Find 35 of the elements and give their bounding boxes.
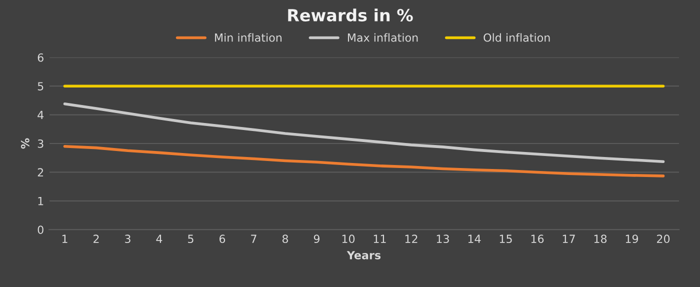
x-tick-label: 20 bbox=[656, 234, 670, 244]
x-tick-label: 3 bbox=[125, 234, 130, 244]
legend-label: Max inflation bbox=[348, 33, 418, 42]
x-tick-label: 11 bbox=[374, 234, 386, 243]
x-tick-label: 17 bbox=[562, 234, 575, 243]
legend-label: Old inflation bbox=[484, 33, 550, 42]
line-series bbox=[63, 144, 665, 178]
x-tick-label: 15 bbox=[500, 234, 512, 244]
y-tick-label: 0 bbox=[38, 226, 44, 234]
x-tick-label: 1 bbox=[62, 234, 68, 243]
y-tick-label: 6 bbox=[38, 53, 44, 62]
x-tick-label: 19 bbox=[626, 234, 638, 244]
x-tick-label: 6 bbox=[219, 234, 226, 244]
x-tick-label: 2 bbox=[94, 234, 99, 243]
y-tick-label: 4 bbox=[38, 110, 44, 120]
y-tick-label: 3 bbox=[38, 139, 44, 148]
x-tick-label: 5 bbox=[188, 234, 194, 244]
x-tick-label: 9 bbox=[314, 234, 320, 244]
x-tick-label: 16 bbox=[531, 234, 544, 244]
x-tick-label: 7 bbox=[251, 234, 256, 243]
x-axis-title: Years bbox=[346, 251, 381, 260]
x-tick-label: 4 bbox=[156, 234, 162, 243]
y-tick-label: 1 bbox=[38, 197, 44, 206]
x-tick-label: 14 bbox=[468, 234, 481, 243]
x-tick-label: 8 bbox=[282, 234, 288, 244]
legend-label: Min inflation bbox=[215, 33, 282, 42]
x-tick-label: 10 bbox=[342, 234, 355, 244]
chart-title: Rewards in % bbox=[288, 8, 413, 22]
x-tick-label: 18 bbox=[594, 234, 607, 244]
y-tick-label: 5 bbox=[38, 82, 44, 90]
x-tick-label: 12 bbox=[405, 234, 418, 243]
y-axis-title: % bbox=[20, 138, 30, 149]
y-tick-label: 2 bbox=[38, 168, 44, 176]
x-tick-label: 13 bbox=[436, 234, 449, 244]
line-series bbox=[63, 102, 665, 163]
